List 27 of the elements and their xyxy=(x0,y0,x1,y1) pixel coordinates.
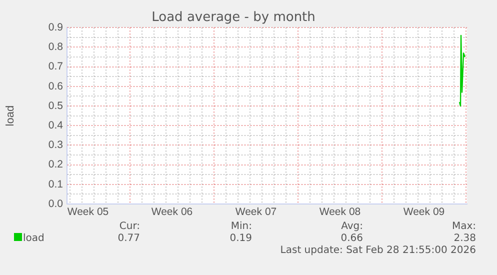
x-tick-label: Week 07 xyxy=(235,206,277,218)
x-tick-label: Week 08 xyxy=(319,206,361,218)
chart-title: Load average - by month xyxy=(152,10,316,26)
y-axis-title: load xyxy=(4,105,17,126)
y-tick-label: 0.7 xyxy=(48,60,64,73)
x-tick-label: Week 05 xyxy=(67,206,109,218)
text: 0.77 xyxy=(118,233,140,244)
text: Last update: Sat Feb 28 21:55:00 2026 xyxy=(280,245,476,256)
y-tick-label: 0.9 xyxy=(48,21,64,34)
y-tick-label: 0.8 xyxy=(48,41,64,54)
text: Avg: xyxy=(341,221,363,232)
y-tick-label: 0.6 xyxy=(48,80,64,92)
text: Min: xyxy=(230,221,252,232)
y-tick-label: 0.2 xyxy=(48,158,64,171)
text: 0.19 xyxy=(230,233,252,244)
y-tick-label: 0.5 xyxy=(48,100,64,112)
y-tick-label: 0.3 xyxy=(48,139,64,152)
x-tick-label: Week 06 xyxy=(151,206,193,218)
text: 2.38 xyxy=(454,233,476,244)
y-tick-label: 0.1 xyxy=(48,178,64,190)
legend-label: load xyxy=(22,233,44,244)
text: 0.66 xyxy=(340,233,363,244)
text: Cur: xyxy=(119,221,140,232)
y-tick-label: 0.4 xyxy=(48,119,64,132)
x-tick-label: Week 09 xyxy=(403,206,445,218)
text: Max: xyxy=(452,221,476,232)
y-tick-label: 0.0 xyxy=(48,198,64,210)
